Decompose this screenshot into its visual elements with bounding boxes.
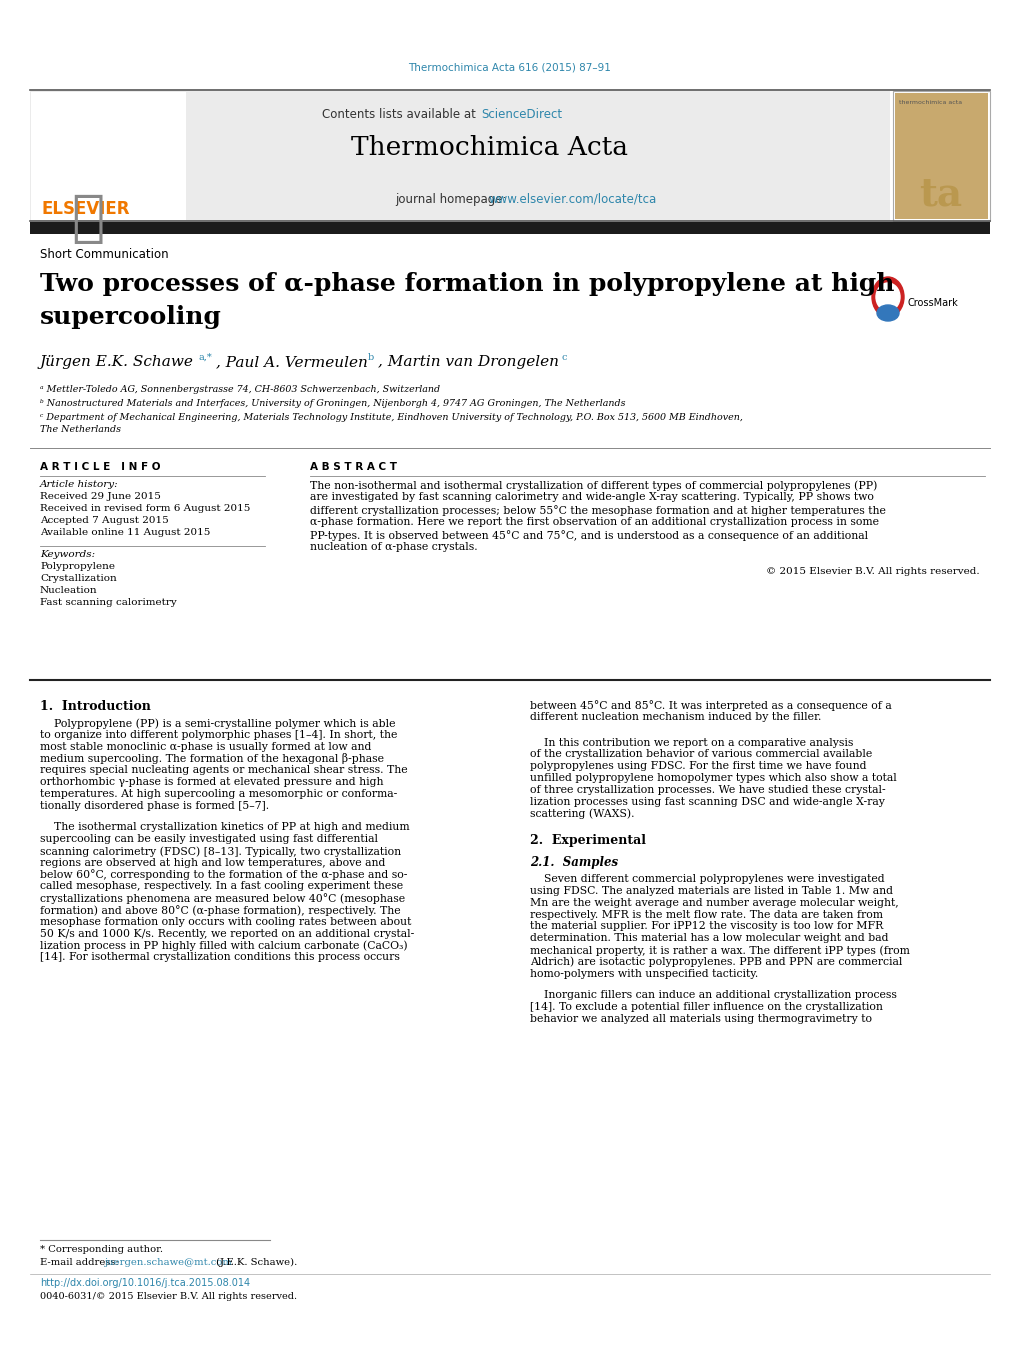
Text: Two processes of α-phase formation in polypropylene at high: Two processes of α-phase formation in po… [40,272,894,296]
Text: [14]. To exclude a potential filler influence on the crystallization: [14]. To exclude a potential filler infl… [530,1002,882,1012]
Text: c: c [560,353,566,362]
Text: of the crystallization behavior of various commercial available: of the crystallization behavior of vario… [530,750,871,759]
Text: (J.E.K. Schawe).: (J.E.K. Schawe). [213,1258,297,1267]
Text: Contents lists available at: Contents lists available at [322,108,480,122]
Text: A B S T R A C T: A B S T R A C T [310,462,396,471]
Text: A R T I C L E   I N F O: A R T I C L E I N F O [40,462,160,471]
Text: the material supplier. For iPP12 the viscosity is too low for MFR: the material supplier. For iPP12 the vis… [530,921,882,931]
Text: are investigated by fast scanning calorimetry and wide-angle X-ray scattering. T: are investigated by fast scanning calori… [310,493,873,503]
Text: ᵇ Nanostructured Materials and Interfaces, University of Groningen, Nijenborgh 4: ᵇ Nanostructured Materials and Interface… [40,399,625,408]
Text: * Corresponding author.: * Corresponding author. [40,1246,163,1254]
Text: Received 29 June 2015: Received 29 June 2015 [40,492,161,501]
Text: using FDSC. The analyzed materials are listed in Table 1. Mw and: using FDSC. The analyzed materials are l… [530,886,892,896]
Text: Aldrich) are isotactic polypropylenes. PPB and PPN are commercial: Aldrich) are isotactic polypropylenes. P… [530,957,902,967]
Text: , Paul A. Vermeulen: , Paul A. Vermeulen [216,355,368,369]
Text: Polypropylene: Polypropylene [40,562,115,571]
Text: ELSEVIER: ELSEVIER [42,200,130,218]
Text: [14]. For isothermal crystallization conditions this process occurs: [14]. For isothermal crystallization con… [40,952,399,962]
Text: Article history:: Article history: [40,480,118,489]
Text: requires special nucleating agents or mechanical shear stress. The: requires special nucleating agents or me… [40,765,408,775]
Text: polypropylenes using FDSC. For the first time we have found: polypropylenes using FDSC. For the first… [530,761,866,771]
Text: below 60°C, corresponding to the formation of the α-phase and so-: below 60°C, corresponding to the formati… [40,870,407,881]
Text: supercooling can be easily investigated using fast differential: supercooling can be easily investigated … [40,834,378,844]
Text: a,*: a,* [199,353,213,362]
Text: Nucleation: Nucleation [40,586,98,594]
Text: scattering (WAXS).: scattering (WAXS). [530,808,634,819]
Text: http://dx.doi.org/10.1016/j.tca.2015.08.014: http://dx.doi.org/10.1016/j.tca.2015.08.… [40,1278,250,1288]
Text: Available online 11 August 2015: Available online 11 August 2015 [40,528,210,536]
Text: respectively. MFR is the melt flow rate. The data are taken from: respectively. MFR is the melt flow rate.… [530,909,882,920]
Text: © 2015 Elsevier B.V. All rights reserved.: © 2015 Elsevier B.V. All rights reserved… [765,567,979,576]
Text: The isothermal crystallization kinetics of PP at high and medium: The isothermal crystallization kinetics … [40,823,410,832]
Text: determination. This material has a low molecular weight and bad: determination. This material has a low m… [530,934,888,943]
Text: mechanical property, it is rather a wax. The different iPP types (from: mechanical property, it is rather a wax.… [530,944,909,955]
Text: Thermochimica Acta: Thermochimica Acta [352,135,628,159]
Text: Jürgen E.K. Schawe: Jürgen E.K. Schawe [40,355,194,369]
Text: 0040-6031/© 2015 Elsevier B.V. All rights reserved.: 0040-6031/© 2015 Elsevier B.V. All right… [40,1292,297,1301]
Text: regions are observed at high and low temperatures, above and: regions are observed at high and low tem… [40,858,385,867]
Text: formation) and above 80°C (α-phase formation), respectively. The: formation) and above 80°C (α-phase forma… [40,905,400,916]
Text: E-mail address:: E-mail address: [40,1258,121,1267]
Text: to organize into different polymorphic phases [1–4]. In short, the: to organize into different polymorphic p… [40,730,397,740]
Text: Thermochimica Acta 616 (2015) 87–91: Thermochimica Acta 616 (2015) 87–91 [409,62,610,72]
Text: different crystallization processes; below 55°C the mesophase formation and at h: different crystallization processes; bel… [310,505,886,516]
Text: most stable monoclinic α-phase is usually formed at low and: most stable monoclinic α-phase is usuall… [40,742,371,751]
Text: orthorhombic γ-phase is formed at elevated pressure and high: orthorhombic γ-phase is formed at elevat… [40,777,383,788]
Text: called mesophase, respectively. In a fast cooling experiment these: called mesophase, respectively. In a fas… [40,881,403,892]
Text: behavior we analyzed all materials using thermogravimetry to: behavior we analyzed all materials using… [530,1015,871,1024]
Text: , Martin van Drongelen: , Martin van Drongelen [378,355,558,369]
Text: ⬛: ⬛ [71,192,105,246]
Text: The Netherlands: The Netherlands [40,426,121,434]
Text: tionally disordered phase is formed [5–7].: tionally disordered phase is formed [5–7… [40,801,269,811]
Text: ᶜ Department of Mechanical Engineering, Materials Technology Institute, Eindhove: ᶜ Department of Mechanical Engineering, … [40,413,742,422]
Text: temperatures. At high supercooling a mesomorphic or conforma-: temperatures. At high supercooling a mes… [40,789,396,798]
Text: thermochimica acta: thermochimica acta [898,100,961,105]
Text: Accepted 7 August 2015: Accepted 7 August 2015 [40,516,168,526]
Text: 2.1.  Samples: 2.1. Samples [530,857,618,869]
Text: ScienceDirect: ScienceDirect [481,108,561,122]
Text: homo-polymers with unspecified tacticity.: homo-polymers with unspecified tacticity… [530,969,757,978]
Text: The non-isothermal and isothermal crystallization of different types of commerci: The non-isothermal and isothermal crysta… [310,480,876,490]
Text: CrossMark: CrossMark [907,299,958,308]
Text: Short Communication: Short Communication [40,249,168,261]
Text: supercooling: supercooling [40,305,222,330]
Text: Mn are the weight average and number average molecular weight,: Mn are the weight average and number ave… [530,898,898,908]
Text: α-phase formation. Here we report the first observation of an additional crystal: α-phase formation. Here we report the fi… [310,517,878,527]
Text: unfilled polypropylene homopolymer types which also show a total: unfilled polypropylene homopolymer types… [530,773,896,784]
Text: PP-types. It is observed between 45°C and 75°C, and is understood as a consequen: PP-types. It is observed between 45°C an… [310,530,867,540]
Text: Inorganic fillers can induce an additional crystallization process: Inorganic fillers can induce an addition… [530,990,896,1000]
Text: 50 K/s and 1000 K/s. Recently, we reported on an additional crystal-: 50 K/s and 1000 K/s. Recently, we report… [40,928,414,939]
Text: Keywords:: Keywords: [40,550,95,559]
Text: lization process in PP highly filled with calcium carbonate (CaCO₃): lization process in PP highly filled wit… [40,940,408,951]
Text: journal homepage:: journal homepage: [394,193,510,205]
Text: b: b [368,353,374,362]
Text: 1.  Introduction: 1. Introduction [40,700,151,713]
Text: medium supercooling. The formation of the hexagonal β-phase: medium supercooling. The formation of th… [40,754,383,765]
Text: Polypropylene (PP) is a semi-crystalline polymer which is able: Polypropylene (PP) is a semi-crystalline… [40,717,395,728]
Text: Fast scanning calorimetry: Fast scanning calorimetry [40,598,176,607]
Text: crystallizations phenomena are measured below 40°C (mesophase: crystallizations phenomena are measured … [40,893,405,904]
Text: scanning calorimetry (FDSC) [8–13]. Typically, two crystallization: scanning calorimetry (FDSC) [8–13]. Typi… [40,846,400,857]
Text: nucleation of α-phase crystals.: nucleation of α-phase crystals. [310,543,477,553]
Ellipse shape [875,282,899,311]
Text: In this contribution we report on a comparative analysis: In this contribution we report on a comp… [530,738,853,747]
Text: ᵃ Mettler-Toledo AG, Sonnenbergstrasse 74, CH-8603 Schwerzenbach, Switzerland: ᵃ Mettler-Toledo AG, Sonnenbergstrasse 7… [40,385,439,394]
Text: Crystallization: Crystallization [40,574,116,584]
Text: www.elsevier.com/locate/tca: www.elsevier.com/locate/tca [488,193,656,205]
Text: between 45°C and 85°C. It was interpreted as a consequence of a: between 45°C and 85°C. It was interprete… [530,700,891,711]
Text: of three crystallization processes. We have studied these crystal-: of three crystallization processes. We h… [530,785,884,794]
Text: Received in revised form 6 August 2015: Received in revised form 6 August 2015 [40,504,250,513]
Text: Seven different commercial polypropylenes were investigated: Seven different commercial polypropylene… [530,874,883,884]
Text: mesophase formation only occurs with cooling rates between about: mesophase formation only occurs with coo… [40,917,411,927]
Text: 2.  Experimental: 2. Experimental [530,834,645,847]
Text: juergen.schawe@mt.com: juergen.schawe@mt.com [105,1258,232,1267]
Ellipse shape [876,305,898,322]
Text: ta: ta [918,176,962,213]
Text: lization processes using fast scanning DSC and wide-angle X-ray: lization processes using fast scanning D… [530,797,884,807]
Ellipse shape [871,277,903,317]
Text: different nucleation mechanism induced by the filler.: different nucleation mechanism induced b… [530,712,820,721]
